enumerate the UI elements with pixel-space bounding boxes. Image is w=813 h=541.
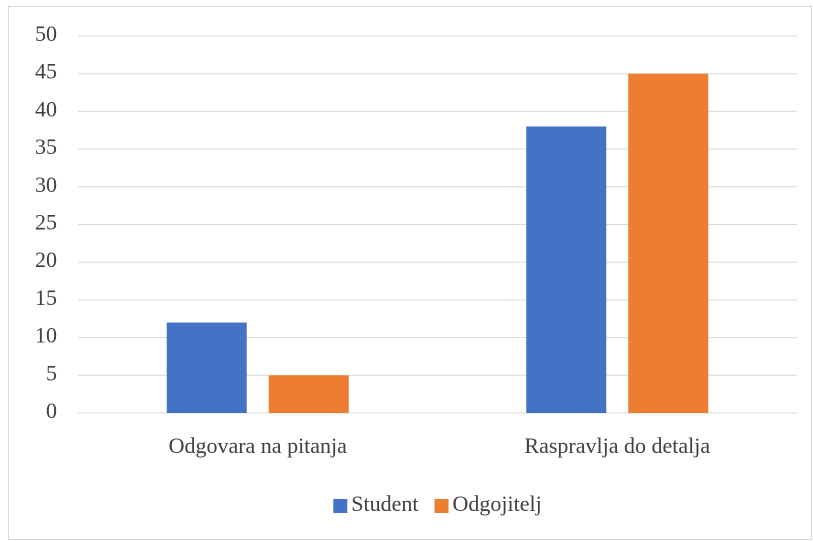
legend-swatch: [434, 499, 449, 513]
bar: [526, 126, 607, 413]
y-tick-label: 15: [35, 285, 57, 310]
y-tick-label: 35: [35, 134, 57, 159]
x-tick-label: Raspravlja do detalja: [524, 433, 710, 458]
bar: [628, 73, 709, 413]
bar: [166, 322, 247, 413]
legend-label: Odgojitelj: [453, 491, 542, 516]
x-tick-label: Odgovara na pitanja: [169, 433, 348, 458]
y-tick-label: 30: [35, 172, 57, 197]
y-tick-label: 45: [35, 59, 57, 84]
bar: [268, 375, 349, 413]
y-tick-label: 5: [46, 360, 57, 385]
legend-label: Student: [351, 491, 418, 516]
y-tick-label: 40: [35, 96, 57, 121]
y-tick-label: 25: [35, 210, 57, 235]
y-tick-label: 0: [46, 398, 57, 423]
y-tick-label: 20: [35, 247, 57, 272]
y-tick-label: 50: [35, 21, 57, 46]
y-tick-label: 10: [35, 323, 57, 348]
legend-swatch: [333, 499, 348, 513]
